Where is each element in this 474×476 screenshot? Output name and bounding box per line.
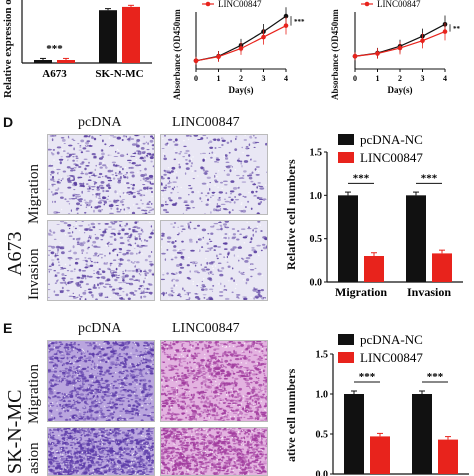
y-tick-label: 0.0 <box>316 470 329 476</box>
bar <box>412 394 432 474</box>
y-tick-label: 1.0 <box>316 390 329 401</box>
bar <box>438 440 458 474</box>
bar <box>370 436 390 474</box>
y-tick-label: 0.5 <box>316 430 329 441</box>
legend-swatch <box>338 334 354 345</box>
legend-swatch <box>338 352 354 363</box>
legend-label: LINC00847 <box>360 350 423 365</box>
significance-label: *** <box>427 371 444 383</box>
panel-e-ylabel: ative cell numbers <box>284 369 299 462</box>
bar <box>344 394 364 474</box>
significance-label: *** <box>359 371 376 383</box>
legend-label: pcDNA-NC <box>360 332 423 347</box>
y-tick-label: 1.5 <box>316 350 329 361</box>
